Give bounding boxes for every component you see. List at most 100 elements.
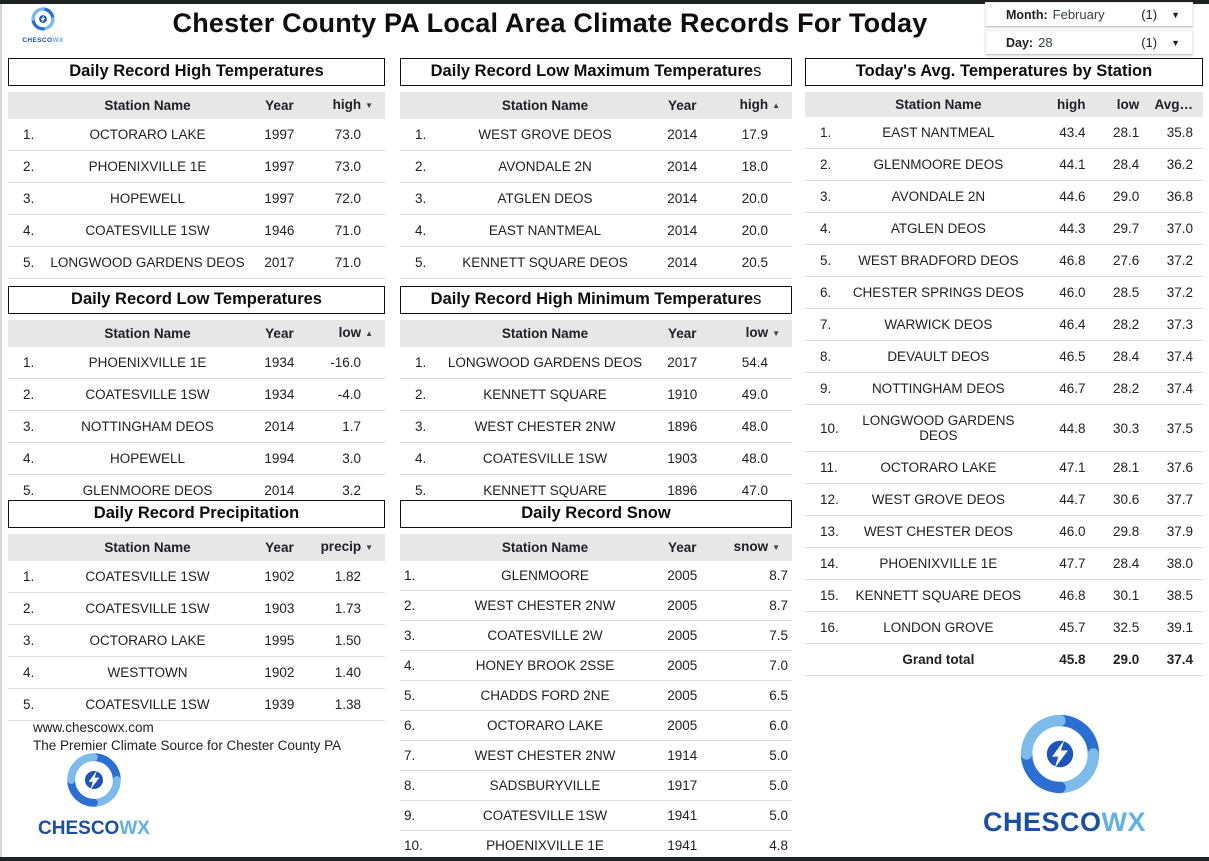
table-row: 16. LONDON GROVE 45.7 32.5 39.1	[805, 611, 1203, 644]
cell: 46.5	[1035, 340, 1096, 373]
col-header-low[interactable]: low	[1095, 92, 1150, 117]
cell: 1994	[249, 442, 310, 475]
table-row: 8. SADSBURYVILLE 1917 5.0	[400, 770, 792, 801]
bottom-bar	[0, 857, 1209, 861]
col-header-low[interactable]: low ▲	[309, 320, 385, 347]
sort-desc-icon[interactable]: ▼	[772, 543, 780, 552]
cell: OCTORARO LAKE	[45, 624, 250, 657]
table-row: 2. WEST CHESTER 2NW 2005 8.7	[400, 590, 792, 621]
cell: 37.4	[1149, 340, 1203, 373]
cell: 48.0	[713, 410, 792, 443]
cell: 29.0	[1095, 643, 1150, 676]
row-index: 5.	[8, 246, 46, 279]
col-header-Avg…[interactable]: Avg…	[1149, 92, 1203, 117]
cell: 3.0	[309, 442, 385, 475]
sort-desc-icon[interactable]: ▼	[365, 101, 373, 110]
row-index: 1.	[8, 561, 46, 593]
row-index: 9.	[400, 800, 440, 831]
cell: WEST CHESTER 2NW	[439, 590, 651, 621]
col-header-Station Name[interactable]: Station Name	[840, 92, 1036, 117]
cell: 43.4	[1035, 117, 1096, 149]
col-header-snow[interactable]: snow ▼	[713, 534, 792, 561]
widget-avg-temps-by-station: Today's Avg. Temperatures by Station Sta…	[805, 58, 1203, 676]
col-header-Station Name[interactable]: Station Name	[45, 92, 250, 119]
cell: 2014	[650, 182, 714, 215]
cell: 2017	[249, 246, 310, 279]
col-header-high[interactable]: high ▼	[309, 92, 385, 119]
cell: HOPEWELL	[45, 182, 250, 215]
cell: 2005	[650, 590, 714, 621]
table-row: 1. GLENMOORE 2005 8.7	[400, 561, 792, 591]
col-header-low[interactable]: low ▼	[713, 320, 792, 347]
table-row: 5. CHADDS FORD 2NE 2005 6.5	[400, 680, 792, 711]
row-index: 16.	[805, 611, 841, 644]
widget-title: Daily Record Low Maximum Temperatures	[400, 58, 792, 86]
col-header-precip[interactable]: precip ▼	[309, 534, 385, 561]
cell: 1939	[249, 688, 310, 721]
table-row: 1. LONGWOOD GARDENS DEOS 2017 54.4	[400, 347, 792, 379]
cell: 37.4	[1149, 643, 1203, 676]
row-index: 7.	[400, 740, 440, 771]
widget-title: Daily Record Snow	[400, 500, 792, 528]
col-header-Year[interactable]: Year	[249, 92, 310, 119]
sort-desc-icon[interactable]: ▼	[365, 543, 373, 552]
col-header-Year[interactable]: Year	[249, 534, 310, 561]
table-row: 4. HOPEWELL 1994 3.0	[8, 442, 385, 475]
cell: 46.0	[1035, 515, 1096, 548]
cell: 1.40	[309, 656, 385, 689]
widget-title: Daily Record High Temperatures	[8, 58, 385, 86]
top-bar	[0, 0, 1209, 4]
row-index: 4.	[400, 214, 440, 247]
table-row: 1. EAST NANTMEAL 43.4 28.1 35.8	[805, 117, 1203, 149]
caret-down-icon[interactable]: ▼	[1171, 9, 1180, 20]
col-header-Station Name[interactable]: Station Name	[45, 320, 250, 347]
cell: 38.5	[1149, 579, 1203, 612]
row-index: 1.	[400, 347, 440, 379]
col-header-Station Name[interactable]: Station Name	[439, 534, 651, 561]
sort-desc-icon[interactable]: ▼	[772, 329, 780, 338]
col-header-high[interactable]: high	[1035, 92, 1096, 117]
row-index: 2.	[8, 150, 46, 183]
cell: 48.0	[713, 442, 792, 475]
cell: DEVAULT DEOS	[840, 340, 1036, 373]
col-header-Station Name[interactable]: Station Name	[45, 534, 250, 561]
col-header-Station Name[interactable]: Station Name	[439, 92, 651, 119]
cell: 28.5	[1095, 276, 1150, 309]
col-header-Year[interactable]: Year	[650, 320, 714, 347]
cell: 46.0	[1035, 276, 1096, 309]
col-header-index	[400, 92, 440, 119]
table-row: 3. ATGLEN DEOS 2014 20.0	[400, 182, 792, 215]
filter-day-dropdown[interactable]: Day: 28 (1) ▼	[985, 30, 1193, 55]
col-header-high[interactable]: high ▲	[713, 92, 792, 119]
cell: SADSBURYVILLE	[439, 770, 651, 801]
col-header-Year[interactable]: Year	[650, 92, 714, 119]
sort-asc-icon[interactable]: ▲	[365, 329, 373, 338]
sort-asc-icon[interactable]: ▲	[772, 101, 780, 110]
cell: COATESVILLE 1SW	[45, 592, 250, 625]
table-row: 5. COATESVILLE 1SW 1939 1.38	[8, 688, 385, 721]
table-row: 9. COATESVILLE 1SW 1941 5.0	[400, 800, 792, 831]
cell: 37.6	[1149, 451, 1203, 484]
cell: AVONDALE 2N	[439, 150, 651, 183]
cell: ATGLEN DEOS	[840, 212, 1036, 245]
row-index: 3.	[400, 620, 440, 651]
cell: WARWICK DEOS	[840, 308, 1036, 341]
row-index: 3.	[400, 410, 440, 443]
cell: 36.2	[1149, 148, 1203, 181]
row-index: 5.	[805, 244, 841, 277]
row-index: 1.	[8, 347, 46, 379]
cell: 46.7	[1035, 372, 1096, 405]
row-index: 14.	[805, 547, 841, 580]
cell: 17.9	[713, 119, 792, 151]
table-row: 2. COATESVILLE 1SW 1903 1.73	[8, 592, 385, 625]
col-header-Station Name[interactable]: Station Name	[439, 320, 651, 347]
cell: 44.7	[1035, 483, 1096, 516]
caret-down-icon[interactable]: ▼	[1171, 37, 1180, 48]
cell: WEST CHESTER DEOS	[840, 515, 1036, 548]
cell: 6.5	[713, 680, 792, 711]
col-header-Year[interactable]: Year	[650, 534, 714, 561]
filter-month-dropdown[interactable]: Month: February (1) ▼	[985, 2, 1193, 27]
cell: 2005	[650, 710, 714, 741]
col-header-Year[interactable]: Year	[249, 320, 310, 347]
cell: 1914	[650, 740, 714, 771]
